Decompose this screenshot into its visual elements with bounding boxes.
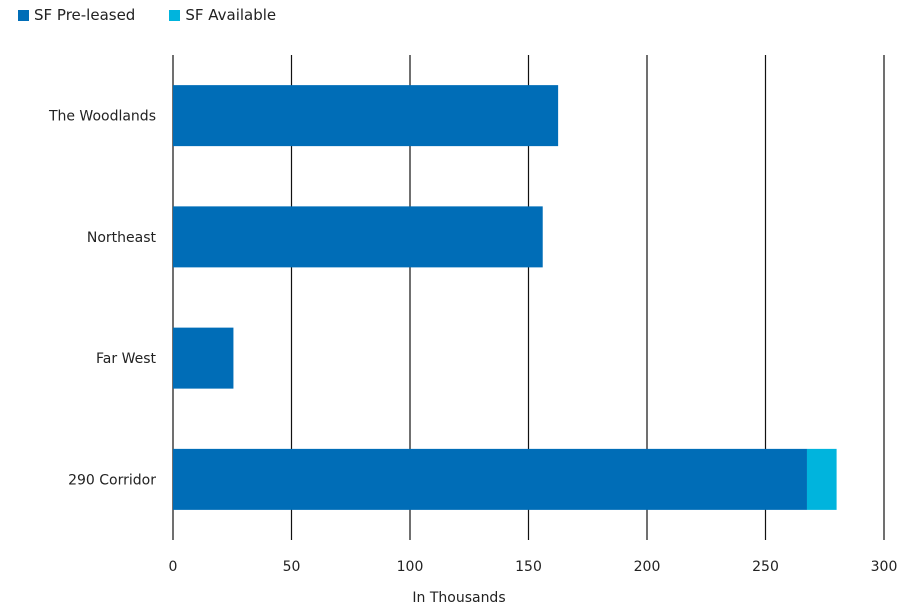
chart-legend: SF Pre-leased SF Available — [18, 6, 276, 24]
x-tick-label-300: 300 — [871, 559, 898, 575]
x-tick-label-200: 200 — [634, 559, 661, 575]
y-category-label-290-corridor: 290 Corridor — [68, 472, 156, 488]
x-tick-label-150: 150 — [515, 559, 542, 575]
bar-290-corridor-series-0 — [173, 448, 807, 510]
x-axis-title: In Thousands — [412, 590, 505, 606]
y-category-label-far-west: Far West — [96, 351, 156, 367]
bar-the-woodlands-series-0 — [173, 85, 559, 147]
legend-label-preleased: SF Pre-leased — [34, 6, 136, 24]
bar-far-west-series-0 — [173, 327, 234, 389]
legend-swatch-preleased — [18, 9, 29, 21]
x-tick-label-50: 50 — [283, 559, 301, 575]
x-tick-label-250: 250 — [752, 559, 779, 575]
legend-swatch-available — [169, 9, 181, 21]
bar-290-corridor-series-1 — [806, 448, 837, 510]
legend-label-available: SF Available — [185, 6, 277, 24]
y-category-label-the-woodlands: The Woodlands — [48, 109, 156, 125]
legend-item-available: SF Available — [169, 6, 276, 24]
x-tick-label-0: 0 — [169, 559, 178, 575]
x-tick-label-100: 100 — [397, 559, 424, 575]
legend-item-preleased: SF Pre-leased — [18, 6, 135, 24]
bar-northeast-series-0 — [173, 206, 543, 268]
y-category-label-northeast: Northeast — [87, 230, 157, 246]
